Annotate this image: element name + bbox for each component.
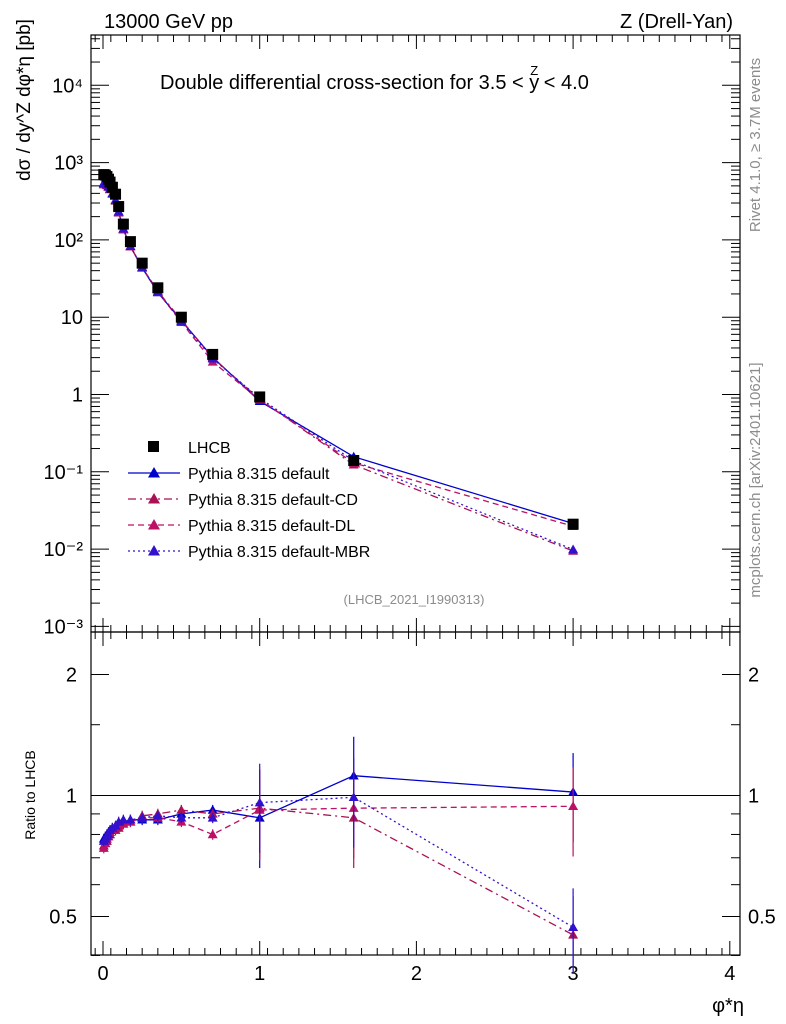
analysis-id: (LHCB_2021_I1990313) [344, 592, 485, 607]
series-1 [98, 179, 579, 974]
series-line-main [103, 183, 574, 527]
legend-label: Pythia 8.315 default [188, 466, 330, 483]
ratio-tick-label: 2 [66, 665, 77, 687]
series-marker-main [568, 544, 579, 554]
y-tick-label: 10² [54, 230, 83, 252]
series-marker-ratio [176, 805, 187, 814]
ratio-tick-label-right: 2 [748, 665, 759, 687]
data-point [124, 236, 136, 248]
series-line-ratio [103, 807, 574, 936]
series-marker-ratio [137, 812, 148, 822]
data-point [175, 311, 187, 323]
y-axis-label-main: dσ / dy^Z dφ*η [pb] [14, 19, 35, 181]
series-marker-ratio [125, 814, 136, 824]
legend: LHCB Pythia 8.315 default Pythia 8.315 def… [128, 440, 370, 561]
series-marker-ratio [568, 922, 579, 932]
ratio-tick-label: 0.5 [49, 907, 77, 929]
mcplots-site-label: mcplots.cern.ch [arXiv:2401.10621] [747, 362, 764, 597]
x-tick-label: 3 [568, 963, 579, 985]
data-point [113, 201, 125, 213]
series-layer [98, 169, 579, 974]
y-tick-label: 10 [61, 307, 83, 329]
process-label: Z (Drell-Yan) [620, 11, 733, 33]
y-tick-label: 10³ [54, 153, 83, 175]
series-line-ratio [103, 796, 574, 928]
main-plot-frame [90, 34, 741, 633]
legend-marker-lhcb [148, 441, 159, 452]
data-point [136, 257, 148, 269]
ratio-plot-frame [90, 631, 741, 956]
legend-marker [148, 467, 160, 478]
plot-title-tail: < 4.0 [538, 72, 589, 94]
series-marker-ratio [152, 810, 163, 820]
series-marker-ratio [254, 797, 265, 807]
plot-title: Double differential cross-section for 3.… [160, 63, 589, 94]
y-tick-label: 10⁻² [44, 539, 84, 561]
legend-label: Pythia 8.315 default-DL [188, 518, 355, 535]
rivet-version-label: Rivet 4.1.0, ≥ 3.7M events [747, 58, 764, 232]
data-point [348, 455, 360, 467]
data-series-lhcb [98, 169, 579, 530]
data-point [110, 188, 122, 200]
series-line-ratio [103, 805, 574, 849]
series-marker-ratio [98, 843, 109, 852]
y-tick-label: 10⁻¹ [44, 462, 84, 484]
series-marker-ratio [207, 812, 218, 822]
data-point [254, 391, 266, 403]
y-tick-label: 10⁻³ [44, 616, 84, 638]
legend-label: Pythia 8.315 default-CD [188, 492, 358, 509]
legend-label: Pythia 8.315 default-MBR [188, 544, 370, 561]
ratio-tick-label-right: 0.5 [748, 907, 776, 929]
data-point [567, 518, 579, 530]
legend-marker [148, 519, 160, 530]
plot-title-sup: Z [530, 63, 538, 78]
legend-marker [148, 493, 160, 504]
series-marker-ratio [118, 814, 129, 824]
data-point [106, 181, 118, 193]
x-axis-label: φ*η [712, 995, 744, 1017]
series-marker-ratio [568, 801, 579, 811]
ratio-tick-label-right: 1 [748, 786, 759, 808]
y-tick-label: 10⁴ [52, 75, 83, 97]
data-point [207, 348, 219, 360]
legend-marker [148, 545, 160, 556]
data-point [117, 218, 129, 230]
y-tick-label: 1 [72, 385, 83, 407]
x-tick-label: 1 [254, 963, 265, 985]
plot-title-main: Double differential cross-section for 3.… [160, 72, 539, 94]
series-3 [98, 178, 579, 974]
ratio-tick-label: 1 [66, 786, 77, 808]
series-marker-ratio [207, 829, 218, 839]
series-marker-ratio [176, 812, 187, 822]
energy-label: 13000 GeV pp [104, 11, 233, 33]
x-tick-label: 4 [724, 963, 735, 985]
series-marker-ratio [348, 792, 359, 802]
data-point [152, 282, 164, 294]
y-axis-label-ratio: Ratio to LHCB [22, 750, 38, 839]
x-tick-label: 2 [411, 963, 422, 985]
legend-label: LHCB [188, 440, 231, 457]
axis-ticks: 0 1 2 3 4 10⁻³ 10⁻² 10⁻¹ 1 10 10² 10³ 10⁴ 0.5 0.5 1 1 2 2 [44, 35, 776, 985]
x-tick-label: 0 [97, 963, 108, 985]
